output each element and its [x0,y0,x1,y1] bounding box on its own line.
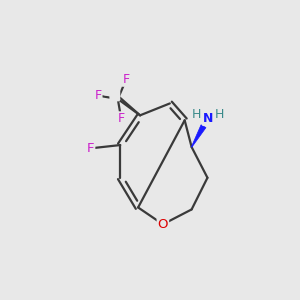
Text: N: N [203,112,213,125]
Text: O: O [158,218,168,231]
Text: F: F [105,81,112,94]
Text: F: F [87,142,94,154]
Polygon shape [191,125,206,147]
Text: H: H [191,108,201,121]
Text: F: F [111,75,118,88]
Text: F: F [105,81,112,94]
Text: F: F [111,86,118,100]
Text: F: F [111,75,118,88]
Text: H: H [215,108,224,121]
Text: F: F [95,89,102,102]
Text: F: F [118,112,125,125]
Text: F: F [111,86,118,100]
Text: F: F [123,73,130,86]
